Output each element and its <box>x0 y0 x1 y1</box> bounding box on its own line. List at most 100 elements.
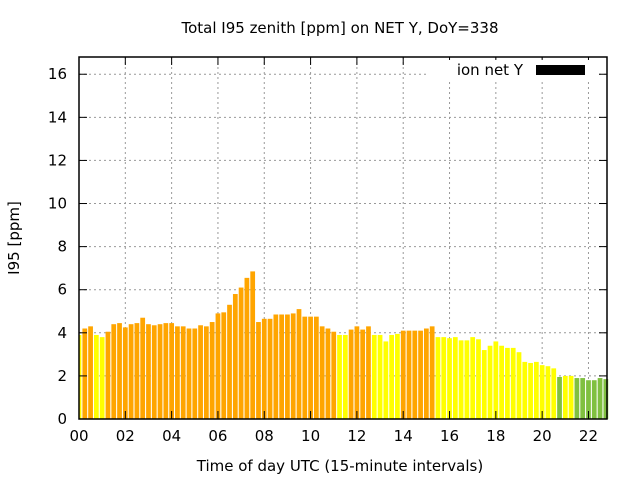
bar <box>244 277 250 419</box>
bar <box>377 334 383 419</box>
x-tick-label: 02 <box>116 427 135 445</box>
bar <box>481 350 487 419</box>
bar <box>175 326 180 419</box>
bar <box>111 324 117 419</box>
bar <box>574 378 580 419</box>
y-tick-label: 10 <box>48 195 67 213</box>
bar <box>99 337 105 419</box>
bar <box>319 326 325 419</box>
x-tick-label: 10 <box>301 427 320 445</box>
bar <box>366 326 371 419</box>
bar <box>238 287 244 419</box>
x-tick-label: 14 <box>394 427 413 445</box>
bar <box>528 362 533 419</box>
bar <box>586 380 591 419</box>
y-tick-label: 14 <box>48 108 67 126</box>
bar <box>470 337 476 419</box>
y-tick-label: 0 <box>57 410 67 428</box>
bar <box>134 323 140 419</box>
bar <box>169 323 175 419</box>
bar <box>279 314 285 419</box>
legend-label: ion net Y <box>457 61 524 79</box>
bar <box>539 365 545 419</box>
bar <box>105 331 111 419</box>
bar <box>140 317 146 419</box>
bar <box>117 323 122 419</box>
bar <box>597 378 603 419</box>
bar <box>227 304 232 419</box>
y-tick-label: 6 <box>57 281 67 299</box>
bar <box>452 337 458 419</box>
bar <box>505 347 510 419</box>
bar <box>516 352 522 419</box>
bar <box>79 334 82 419</box>
bar <box>447 338 452 419</box>
bar <box>192 328 198 419</box>
y-tick-label: 4 <box>57 324 67 342</box>
x-tick-label: 20 <box>533 427 552 445</box>
bar <box>603 379 609 419</box>
bar <box>232 294 238 419</box>
bar <box>285 314 290 419</box>
bar <box>562 375 568 419</box>
bar <box>186 328 192 419</box>
bar <box>296 309 302 419</box>
bar <box>261 318 267 419</box>
bars <box>79 271 609 419</box>
bar <box>591 380 597 419</box>
bar <box>545 366 551 419</box>
legend-swatch <box>536 65 585 75</box>
bar <box>568 375 574 419</box>
bar <box>290 313 296 419</box>
x-tick-label: 18 <box>486 427 505 445</box>
y-tick-label: 8 <box>57 238 67 256</box>
x-tick-label: 22 <box>579 427 598 445</box>
bar <box>93 334 99 419</box>
bar <box>418 330 423 419</box>
bar <box>464 340 470 419</box>
bar <box>412 330 418 419</box>
bar <box>383 341 389 419</box>
bar <box>476 339 481 419</box>
bar <box>354 326 360 419</box>
chart-title: Total I95 zenith [ppm] on NET Y, DoY=338 <box>180 19 498 37</box>
bar <box>88 326 93 419</box>
x-tick-label: 00 <box>69 427 88 445</box>
bar <box>151 325 157 419</box>
bar <box>122 327 128 419</box>
bar <box>429 326 435 419</box>
y-axis-label: I95 [ppm] <box>5 201 23 275</box>
bar <box>221 312 227 419</box>
bar <box>302 316 308 419</box>
bar <box>441 337 447 419</box>
bar <box>215 313 221 419</box>
bar <box>458 340 464 419</box>
bar <box>267 318 273 419</box>
bar <box>499 345 505 419</box>
x-tick-label: 16 <box>440 427 459 445</box>
x-tick-label: 06 <box>208 427 227 445</box>
bar <box>342 334 348 419</box>
x-tick-label: 12 <box>347 427 366 445</box>
y-tick-label: 16 <box>48 65 67 83</box>
bar <box>423 328 429 419</box>
bar <box>533 361 539 419</box>
bar <box>273 314 279 419</box>
bar <box>551 368 557 419</box>
x-tick-label: 08 <box>255 427 274 445</box>
bar <box>557 376 562 419</box>
bar <box>203 326 209 419</box>
bar <box>308 316 313 419</box>
bar <box>198 325 203 419</box>
bar <box>389 334 395 419</box>
y-tick-label: 12 <box>48 151 67 169</box>
bar <box>395 333 400 419</box>
bar <box>250 271 256 419</box>
bar <box>325 328 331 419</box>
bar <box>580 378 586 419</box>
bar <box>82 328 88 419</box>
bar <box>360 329 366 419</box>
bar <box>313 316 319 419</box>
bar <box>522 361 528 419</box>
